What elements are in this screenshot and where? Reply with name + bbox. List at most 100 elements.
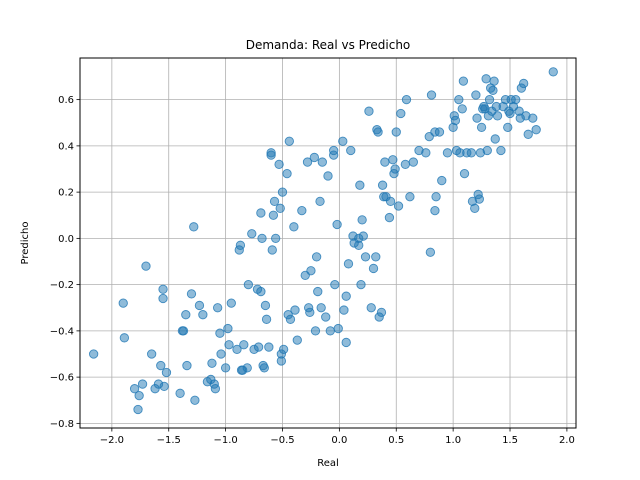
x-tick-label: −0.5: [270, 435, 294, 446]
data-point: [133, 404, 143, 415]
data-point: [357, 215, 367, 225]
data-point: [519, 78, 529, 89]
data-point: [333, 323, 343, 334]
data-point: [256, 208, 266, 218]
data-point: [268, 210, 279, 220]
data-point: [330, 279, 340, 290]
y-axis-label: Predicho: [20, 222, 31, 265]
data-point: [405, 192, 415, 202]
data-point: [118, 298, 128, 308]
data-point: [338, 136, 348, 146]
data-point: [224, 340, 234, 350]
data-point: [360, 252, 371, 262]
data-point: [89, 349, 99, 359]
data-point: [376, 307, 387, 318]
data-point: [548, 67, 558, 77]
data-point: [119, 333, 130, 343]
data-point: [332, 219, 342, 230]
data-point: [266, 150, 276, 160]
plot-area-frame: [79, 57, 577, 429]
data-point: [289, 222, 299, 232]
data-point: [390, 164, 400, 174]
data-point: [531, 125, 541, 135]
data-point: [496, 145, 506, 156]
data-point: [316, 303, 326, 313]
data-point: [426, 90, 437, 100]
data-point: [341, 337, 351, 348]
data-point: [391, 127, 401, 137]
data-point: [220, 363, 231, 373]
data-point: [186, 289, 197, 299]
y-tick-label: 0.0: [58, 234, 74, 245]
x-tick-label: 2.0: [559, 435, 575, 446]
data-point: [421, 148, 431, 158]
data-point: [274, 159, 284, 170]
y-tick-label: −0.2: [50, 280, 74, 291]
data-point: [434, 127, 445, 137]
data-point: [215, 328, 225, 338]
data-point: [476, 122, 487, 133]
data-point: [317, 157, 327, 167]
data-point: [442, 148, 453, 158]
data-point: [329, 150, 339, 160]
data-point: [161, 367, 172, 378]
data-point: [189, 222, 199, 232]
data-point: [358, 231, 368, 241]
data-point: [306, 266, 316, 276]
y-tick-label: 0.2: [58, 188, 74, 199]
data-point: [256, 286, 266, 297]
y-tick-label: −0.8: [50, 419, 74, 430]
data-point: [242, 363, 252, 373]
data-point: [207, 358, 217, 368]
data-point: [260, 300, 271, 311]
data-point: [239, 340, 249, 350]
data-point: [147, 349, 157, 359]
data-point: [511, 94, 521, 105]
data-point: [290, 305, 300, 315]
data-point: [190, 395, 200, 405]
data-point: [271, 233, 281, 244]
chart-title: Demanda: Real vs Predicho: [246, 38, 411, 52]
data-point: [488, 85, 498, 96]
grid-lines: [80, 58, 576, 428]
data-point: [454, 94, 464, 105]
data-point: [341, 291, 351, 301]
data-point: [292, 335, 302, 345]
data-point: [481, 74, 491, 84]
data-point: [235, 240, 246, 250]
data-point: [158, 293, 168, 304]
x-tick-label: −1.5: [157, 435, 181, 446]
data-point: [459, 168, 470, 179]
data-point: [137, 379, 148, 389]
data-point: [178, 326, 189, 336]
y-tick-label: 0.4: [58, 141, 74, 152]
data-point: [388, 155, 398, 165]
data-point: [259, 363, 269, 373]
data-point: [385, 196, 396, 207]
y-tick-label: 0.6: [58, 95, 74, 106]
data-point: [309, 152, 319, 163]
data-point: [470, 203, 480, 213]
data-point: [278, 344, 289, 355]
data-point: [471, 90, 481, 100]
data-point: [458, 76, 469, 86]
data-point: [232, 344, 242, 355]
data-point: [425, 247, 436, 257]
data-point: [368, 263, 379, 274]
data-point: [482, 145, 492, 156]
data-point: [313, 286, 323, 297]
data-point: [284, 136, 294, 146]
data-point: [484, 94, 495, 105]
data-point: [371, 252, 381, 262]
data-point: [437, 175, 447, 186]
data-point: [253, 342, 264, 352]
data-point: [321, 312, 331, 322]
data-point: [305, 307, 315, 318]
data-point: [373, 127, 383, 137]
data-point: [216, 349, 226, 359]
x-tick-label: 0.5: [388, 435, 404, 446]
data-point: [277, 187, 288, 197]
data-point: [285, 314, 296, 324]
